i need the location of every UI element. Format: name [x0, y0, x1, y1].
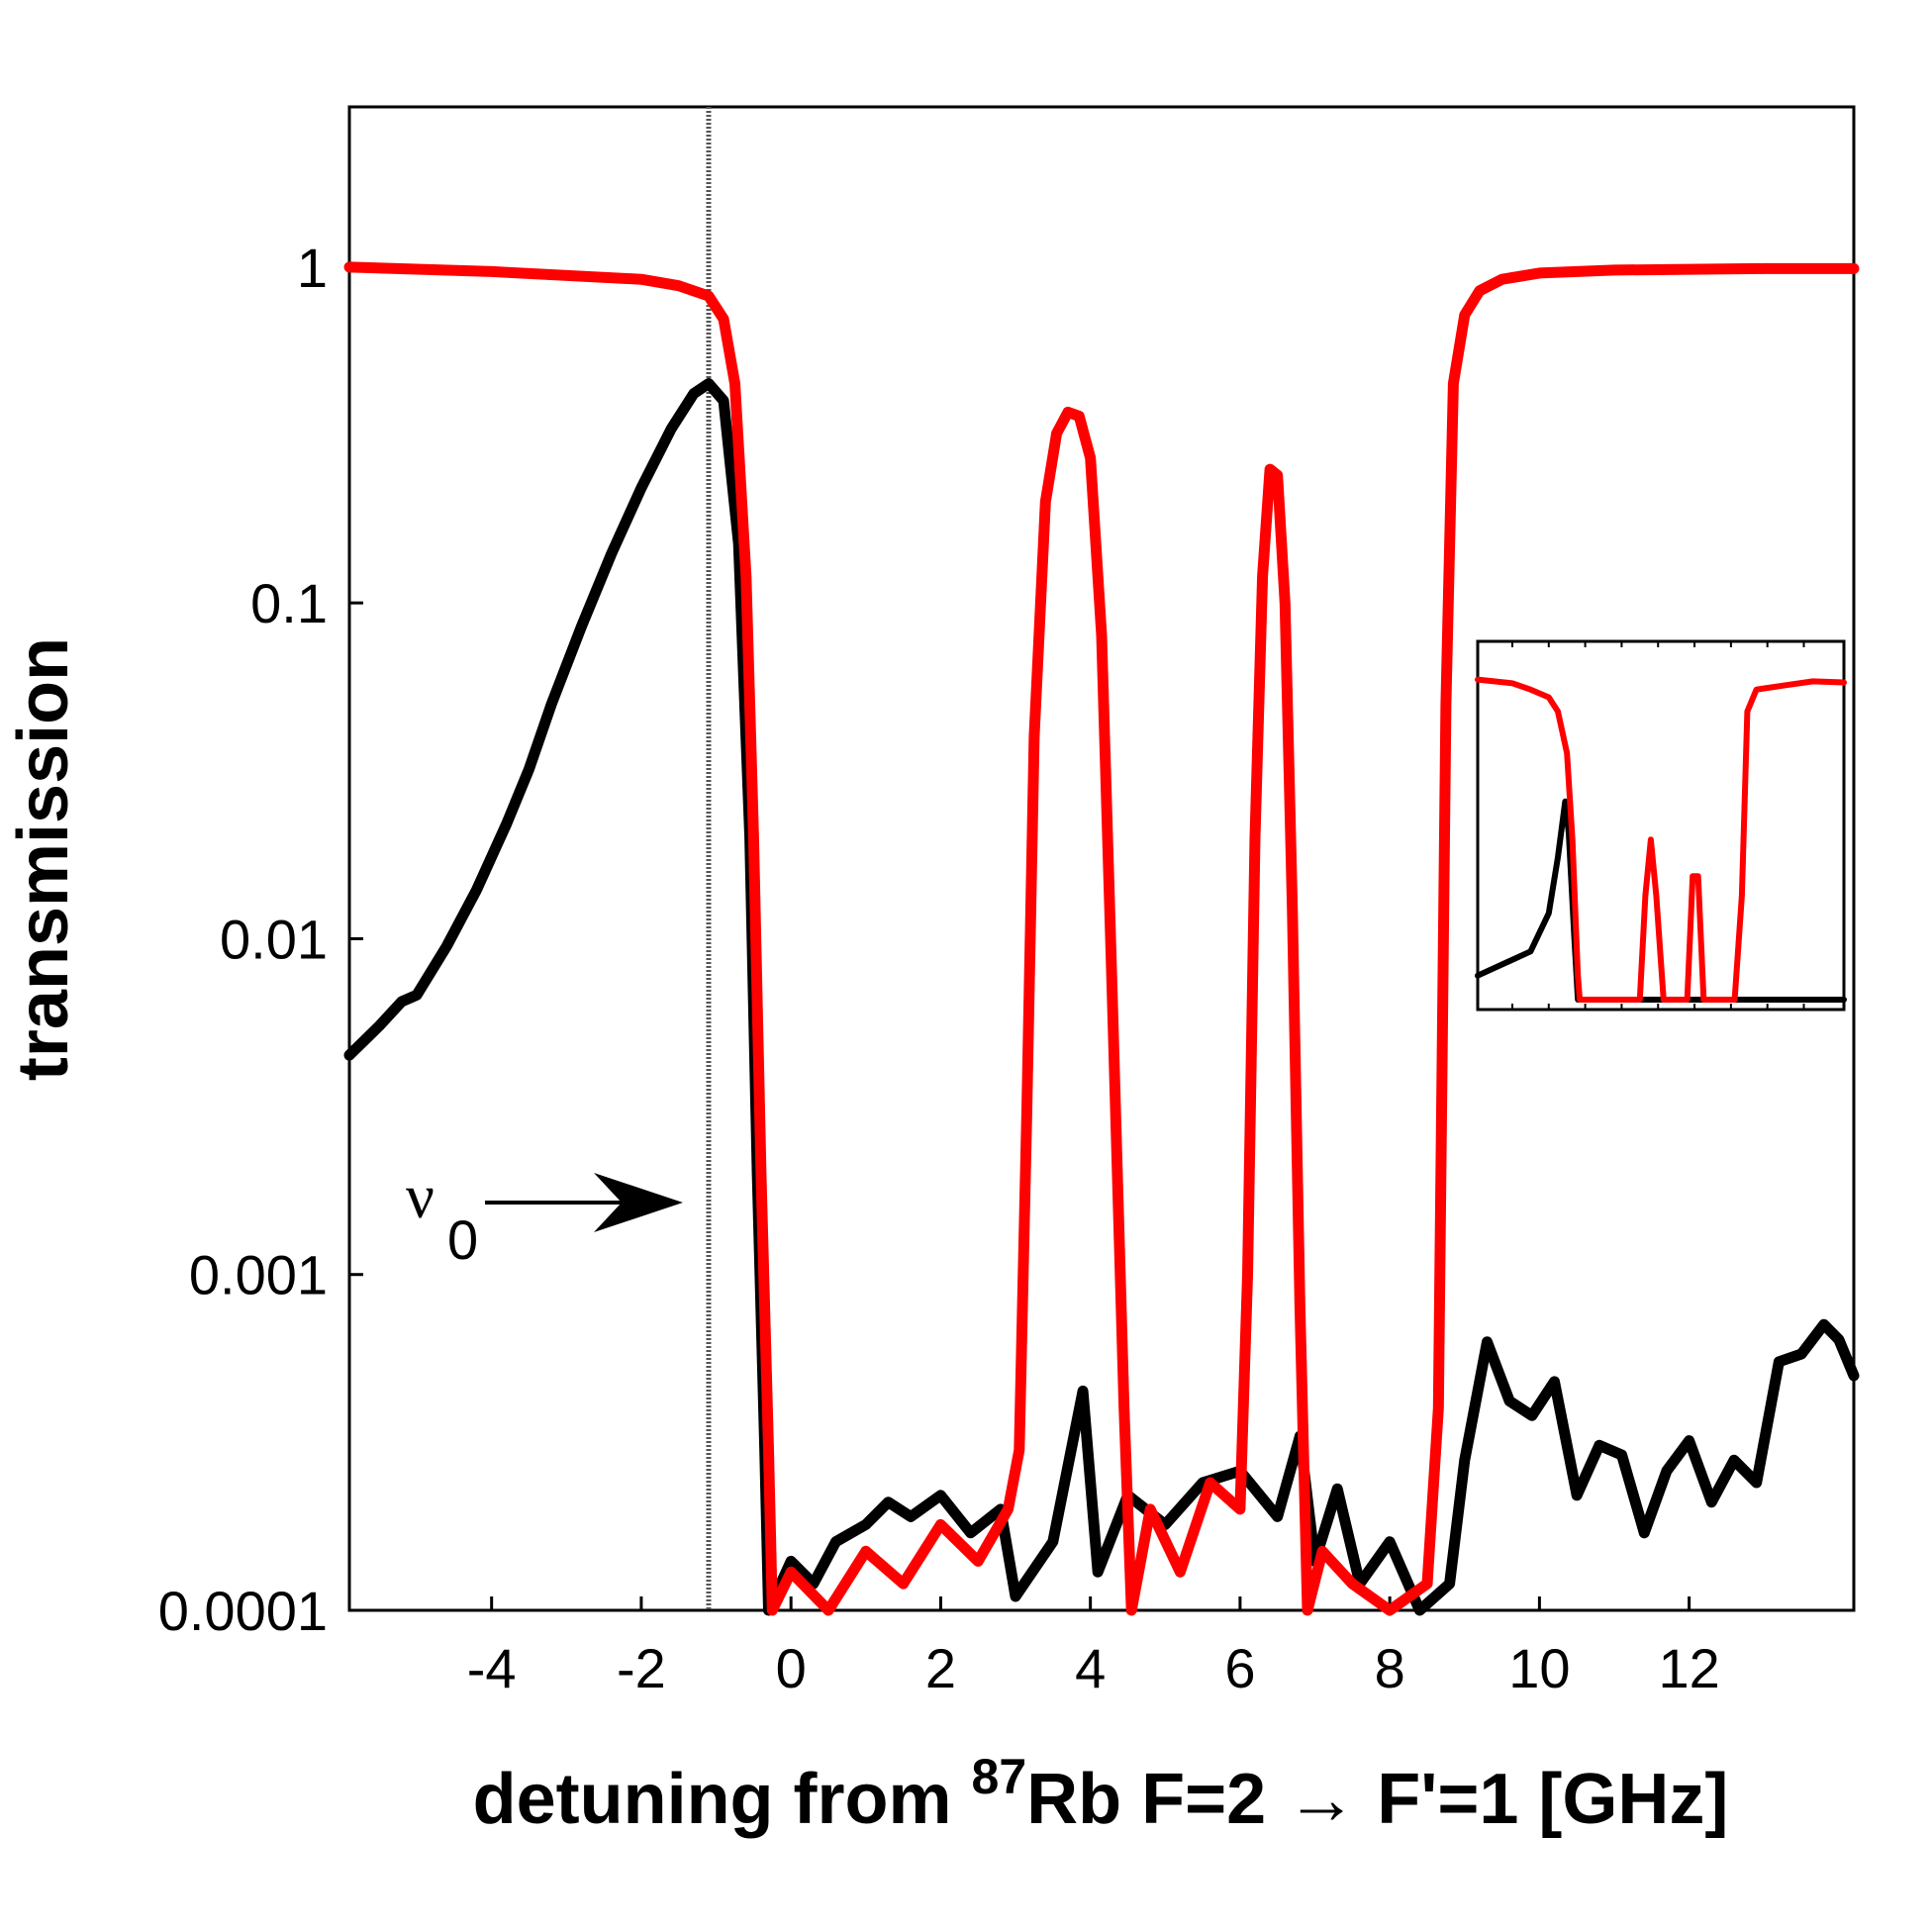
x-axis-title-isotope: 87: [972, 1749, 1027, 1804]
nu0-annotation: ν 0: [406, 1161, 683, 1271]
x-tick-label: 2: [925, 1637, 956, 1699]
y-tick-label: 0.001: [189, 1244, 328, 1306]
x-tick-label: 8: [1375, 1637, 1405, 1699]
y-axis-ticks: 0.0001 0.001 0.01 0.1 1: [158, 237, 363, 1642]
y-axis-title: transmission: [4, 637, 83, 1081]
inset-series-red: [1475, 676, 1847, 1003]
y-tick-label: 0.01: [220, 908, 328, 970]
main-series-group: [343, 261, 1860, 1616]
x-axis-ticks: -4 -2 0 2 4 6 8 10 12: [467, 1596, 1720, 1699]
x-tick-label: 0: [776, 1637, 807, 1699]
nu0-subscript: 0: [447, 1208, 478, 1271]
inset-ticks: [1510, 641, 1805, 1010]
y-tick-label: 0.0001: [158, 1580, 328, 1642]
x-tick-label: 12: [1658, 1637, 1719, 1699]
inset-plot: [1475, 639, 1847, 1012]
nu0-arrow-head: [594, 1173, 683, 1232]
nu0-symbol: ν: [406, 1161, 435, 1231]
main-series-red: [343, 261, 1860, 1616]
x-tick-label: -4: [467, 1637, 517, 1699]
main-series-black: [343, 378, 1860, 1616]
x-tick-label: 4: [1075, 1637, 1106, 1699]
x-tick-label: 10: [1508, 1637, 1570, 1699]
y-tick-label: 1: [297, 237, 328, 299]
x-axis-title-suffix: Rb F=2 → F'=1 [GHz]: [1026, 1760, 1728, 1839]
plot-frame: [347, 105, 1856, 1612]
y-tick-label: 0.1: [250, 572, 328, 634]
x-axis-title-prefix: detuning from: [473, 1760, 972, 1839]
x-tick-label: 6: [1224, 1637, 1255, 1699]
inset-series-group: [1475, 676, 1847, 1003]
x-tick-label: -2: [617, 1637, 666, 1699]
x-axis-title: detuning from 87Rb F=2 → F'=1 [GHz]: [473, 1749, 1729, 1839]
